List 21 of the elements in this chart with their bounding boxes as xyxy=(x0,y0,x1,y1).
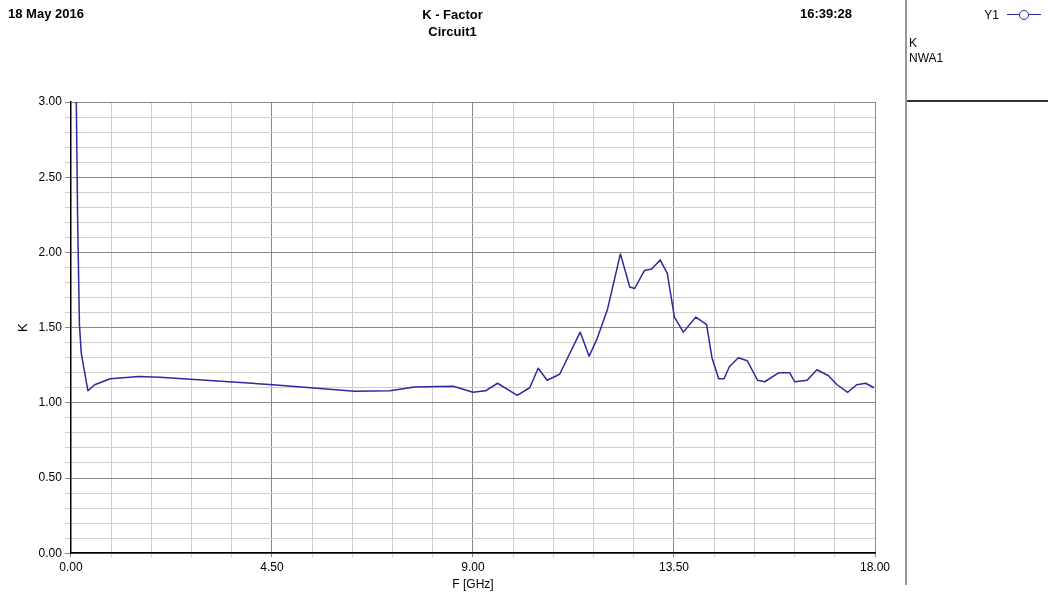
text: NWA1 xyxy=(909,51,944,66)
text: 16:39:28 xyxy=(800,6,853,21)
y-tick-label: 0.00 xyxy=(38,545,63,560)
legend-label: Y1 xyxy=(984,8,999,22)
chart-subtitle: Circuit1 xyxy=(427,23,478,40)
text: K xyxy=(909,36,918,51)
x-tick-label: 18.00 xyxy=(859,559,891,574)
x-tick-label: 9.00 xyxy=(461,559,485,574)
y-tick-label: 1.00 xyxy=(38,395,63,410)
y-tick-label: 3.00 xyxy=(38,94,63,109)
chart-title: K - Factor xyxy=(422,7,483,22)
y-axis-title: K xyxy=(15,322,31,332)
y-tick-label: 2.00 xyxy=(38,244,63,259)
x-tick-label: 13.50 xyxy=(658,559,690,574)
x-tick-label: 4.50 xyxy=(260,559,284,574)
y-tick-label: 2.50 xyxy=(38,169,63,184)
text: 18 May 2016 xyxy=(8,6,84,21)
x-axis-title: F [GHz] xyxy=(452,577,494,592)
y-tick-label: 1.50 xyxy=(38,319,63,334)
x-tick-label: 0.00 xyxy=(59,559,83,574)
y-tick-label: 0.50 xyxy=(38,470,63,485)
